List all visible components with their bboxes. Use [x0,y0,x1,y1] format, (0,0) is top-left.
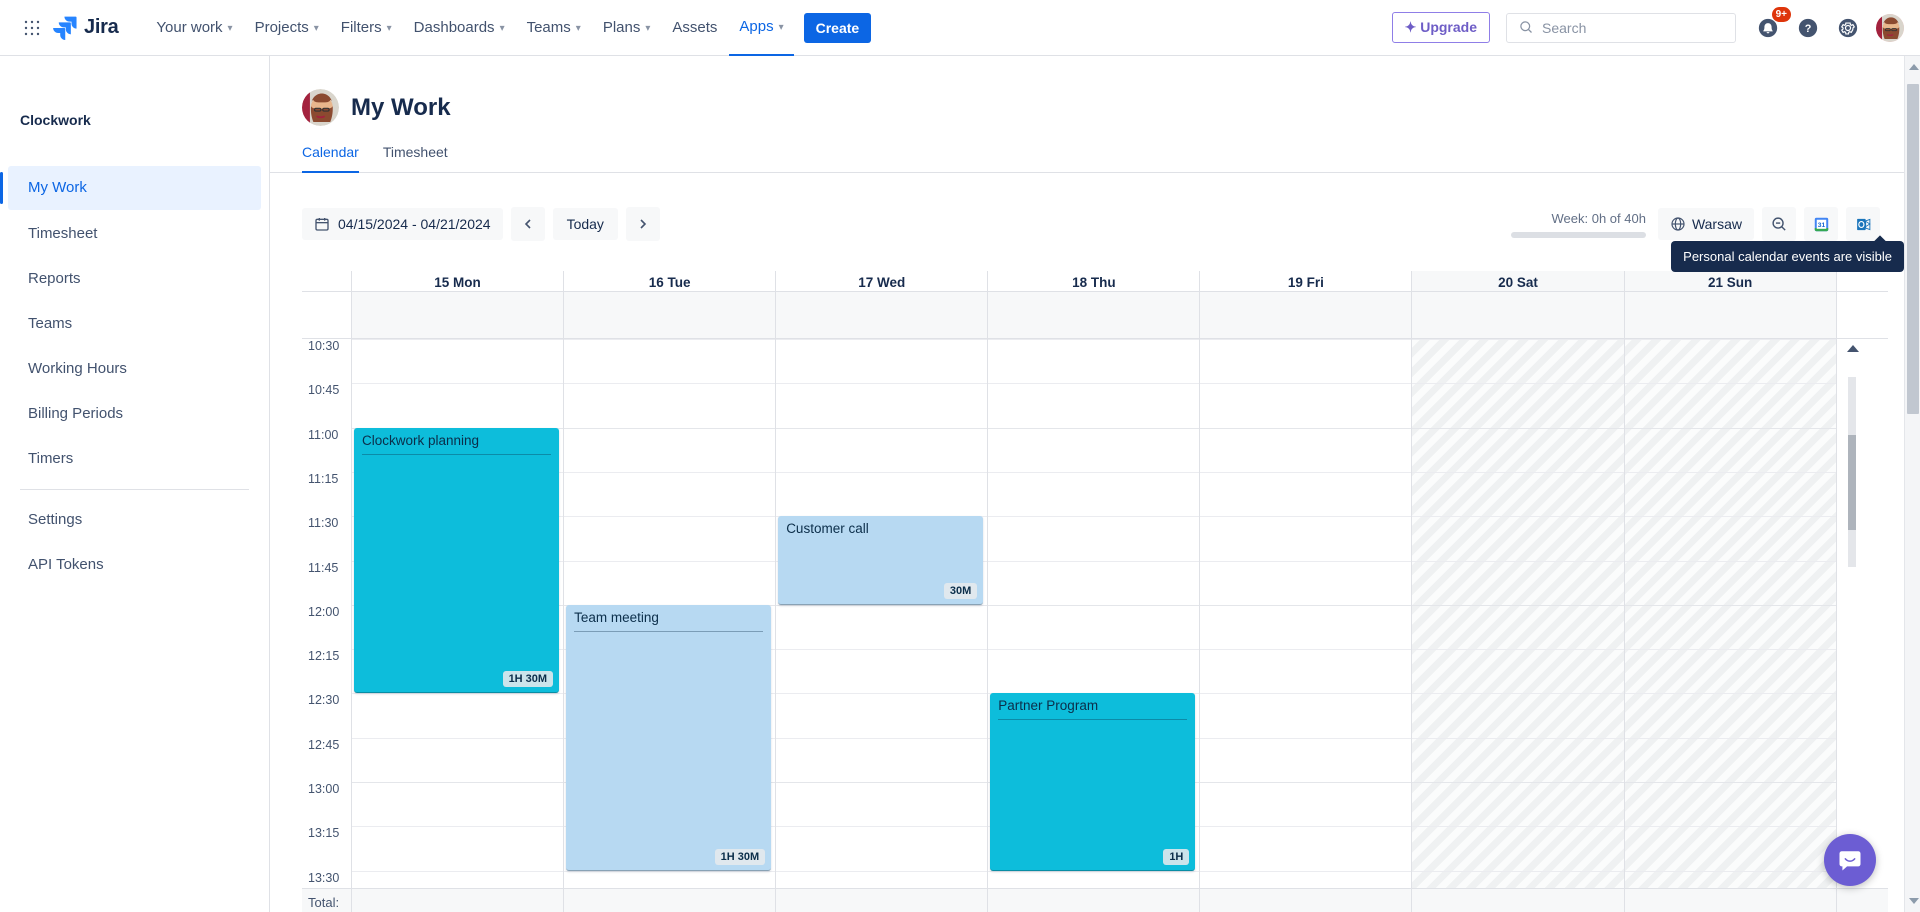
svg-text:31: 31 [1817,221,1825,228]
svg-text:?: ? [1805,23,1812,35]
